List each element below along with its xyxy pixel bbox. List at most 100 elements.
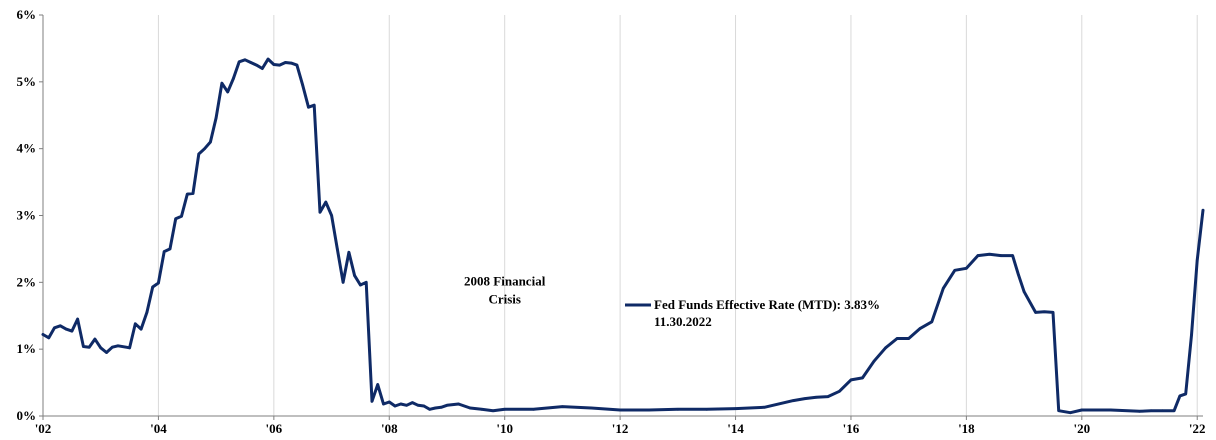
data-point [41,333,45,336]
data-point [134,322,137,326]
x-tick-label-9: '20 [1073,421,1090,436]
data-point [561,405,564,408]
data-point [209,140,212,144]
data-point [370,399,374,403]
data-point [872,359,876,363]
data-point [976,254,980,257]
data-point [64,327,68,331]
data-point [589,406,593,410]
data-point [457,402,460,406]
data-point [151,285,154,289]
x-tick-label-10: '22 [1189,421,1206,436]
tick-labels: 0% 1% 2% 3% 4% 5% 6% '02 '04 '06 '08 '10 '12 '14 '16 '1… [17,7,1206,436]
data-point [705,408,708,411]
data-point [255,63,258,67]
y-tick-label-5: 5% [17,74,37,89]
data-point [1051,311,1055,314]
data-point [884,346,887,350]
data-point [191,192,195,195]
data-point [307,105,310,109]
data-point [405,404,408,407]
series-line-0 [41,57,1205,415]
data-point [387,400,391,404]
data-point [110,345,114,349]
x-tick-label-1: '04 [150,421,167,436]
data-point [676,408,680,411]
data-point [53,326,56,330]
y-tick-label-4: 4% [17,141,37,156]
data-point [763,406,766,409]
y-tick-label-1: 1% [17,341,37,356]
data-point [284,61,287,64]
data-point [353,274,356,277]
x-tick-label-8: '18 [958,421,975,436]
x-tick-label-3: '08 [381,421,398,436]
data-point [503,408,506,411]
data-point [953,269,957,272]
data-point [618,408,622,412]
data-point [382,402,385,406]
data-point [468,406,472,410]
x-tick-label-2: '06 [266,421,283,436]
annotation-line-1: Crisis [488,292,521,307]
data-point [312,103,316,107]
data-point [999,254,1003,257]
axes [39,14,1203,420]
data-point [439,406,443,409]
data-point [145,311,149,314]
data-point [1195,258,1199,262]
data-point [1172,409,1176,412]
data-point [1034,311,1037,314]
data-point [93,337,97,341]
data-point [428,408,431,411]
data-point [278,63,281,67]
data-point [411,401,414,404]
data-point [105,351,108,354]
data-point [791,399,795,402]
legend-sublabel: 11.30.2022 [654,314,712,329]
data-point [930,320,934,324]
x-tick-label-0: '02 [35,421,52,436]
data-point [237,60,241,64]
data-point [203,147,206,150]
y-tick-label-6: 6% [17,7,37,22]
data-point [895,337,899,340]
data-point [491,409,495,412]
x-tick-label-6: '14 [727,421,744,436]
data-point [47,336,51,340]
data-point [988,252,991,256]
data-point [341,281,345,284]
data-point [965,266,968,270]
data-point [289,61,293,65]
data-point [243,58,247,62]
annotation-line-0: 2008 Financial [464,274,546,289]
data-point [434,406,437,410]
data-point [364,281,368,284]
data-point [445,404,449,407]
data-point [318,210,322,214]
legend: Fed Funds Effective Rate (MTD): 3.83% 11.… [625,297,880,329]
data-point [1080,408,1084,412]
data-point [815,395,818,399]
data-point [1057,409,1061,412]
legend-label: Fed Funds Effective Rate (MTD): 3.83% [654,297,880,312]
data-point [301,83,305,87]
data-point [139,327,143,331]
series-points-0 [41,57,1205,414]
data-point [359,283,362,287]
data-point [116,344,120,348]
data-point [1068,411,1072,414]
data-point [336,247,339,251]
y-tick-label-0: 0% [17,408,37,423]
data-point [1011,254,1014,257]
data-point [1042,310,1046,314]
data-point [1201,208,1205,212]
data-point [1190,333,1193,337]
data-point [272,63,276,66]
data-point [330,214,333,217]
data-point [422,404,426,408]
data-point [168,247,172,251]
data-point [180,214,183,218]
y-tick-label-2: 2% [17,274,37,289]
